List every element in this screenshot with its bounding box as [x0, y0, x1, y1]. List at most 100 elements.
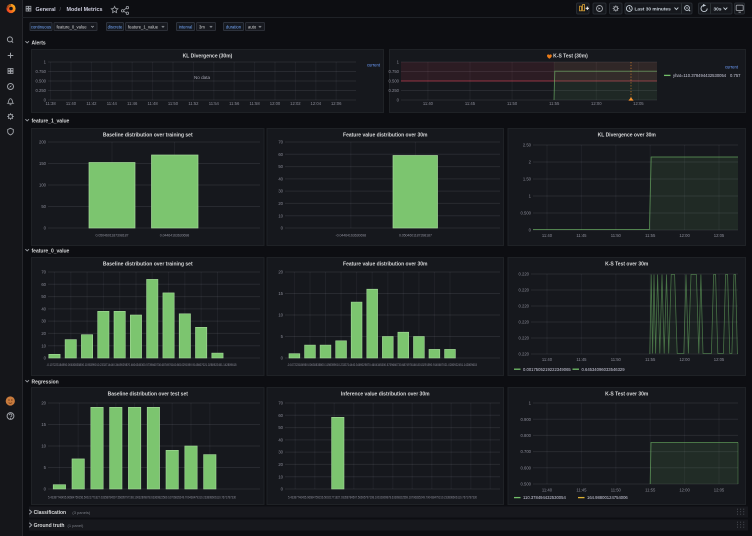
- svg-text:10: 10: [41, 343, 46, 348]
- svg-text:50: 50: [41, 294, 46, 299]
- svg-text:0: 0: [44, 98, 47, 103]
- svg-text:11:55: 11:55: [645, 233, 656, 238]
- svg-text:0.0504601187398187: 0.0504601187398187: [96, 234, 129, 238]
- svg-text:164.98800124754006: 164.98800124754006: [587, 495, 628, 500]
- svg-text:11:45: 11:45: [465, 101, 476, 106]
- svg-text:11:45: 11:45: [576, 357, 587, 362]
- svg-text:0.500: 0.500: [521, 211, 532, 216]
- svg-text:K-S Test (30m): K-S Test (30m): [553, 53, 588, 59]
- svg-text:60: 60: [41, 282, 46, 287]
- svg-text:20: 20: [41, 401, 46, 406]
- svg-text:0.600: 0.600: [521, 465, 532, 470]
- svg-text:Classification: Classification: [34, 510, 67, 516]
- svg-text:(1 panel): (1 panel): [68, 523, 84, 528]
- svg-text:20: 20: [41, 331, 46, 336]
- svg-text:5.43387746455.96684759156.5002: 5.43387746455.96684759156.50021771827.03…: [48, 495, 236, 499]
- svg-text:12:05: 12:05: [633, 101, 644, 106]
- svg-text:1: 1: [529, 194, 532, 199]
- svg-text:continuous: continuous: [31, 24, 51, 29]
- svg-text:Feature value distribution ove: Feature value distribution over 30m: [343, 132, 428, 138]
- svg-text:11:56: 11:56: [229, 101, 240, 106]
- svg-text:3m: 3m: [199, 24, 205, 29]
- svg-text:30: 30: [278, 450, 283, 455]
- svg-text:11:40: 11:40: [542, 357, 553, 362]
- svg-text:100: 100: [39, 183, 47, 188]
- svg-text:11:55: 11:55: [549, 101, 560, 106]
- svg-text:0.220: 0.220: [519, 336, 530, 341]
- svg-text:0: 0: [529, 228, 532, 233]
- svg-text:No data: No data: [194, 75, 211, 80]
- svg-text:12:00: 12:00: [270, 101, 281, 106]
- svg-text:11:45: 11:45: [576, 488, 587, 493]
- svg-text:70: 70: [41, 270, 46, 275]
- svg-text:10: 10: [278, 474, 283, 479]
- svg-text:current: current: [725, 65, 739, 70]
- svg-text:50: 50: [41, 204, 46, 209]
- svg-text:feature_0_value: feature_0_value: [57, 24, 88, 29]
- svg-text:duration: duration: [226, 24, 242, 29]
- svg-text:11:38: 11:38: [46, 101, 57, 106]
- svg-text:40: 40: [41, 307, 46, 312]
- svg-text:yhat=110.378494432530054: yhat=110.378494432530054: [673, 73, 727, 78]
- svg-text:150: 150: [39, 161, 47, 166]
- svg-text:70: 70: [278, 401, 283, 406]
- svg-text:0.64534096033546329: 0.64534096033546329: [582, 367, 626, 372]
- svg-text:-0.107223184950.00630835800.11: -0.107223184950.00630835800.1198399010.2…: [47, 363, 237, 367]
- svg-text:11:42: 11:42: [86, 101, 97, 106]
- svg-text:0.757: 0.757: [730, 73, 741, 78]
- svg-text:feature_1_value: feature_1_value: [32, 119, 70, 125]
- svg-text:0: 0: [397, 98, 400, 103]
- svg-text:1.50: 1.50: [523, 177, 532, 182]
- svg-text:12:00: 12:00: [679, 357, 690, 362]
- svg-text:10: 10: [278, 213, 283, 218]
- svg-text:110.378494432530054: 110.378494432530054: [523, 495, 566, 500]
- svg-text:5: 5: [281, 334, 284, 339]
- svg-text:0.700: 0.700: [521, 449, 532, 454]
- svg-text:Model Metrics: Model Metrics: [67, 7, 103, 13]
- svg-text:200: 200: [39, 140, 47, 145]
- svg-text:11:50: 11:50: [611, 233, 622, 238]
- svg-text:12:00: 12:00: [591, 101, 602, 106]
- svg-text:12:04: 12:04: [311, 101, 322, 106]
- svg-text:50: 50: [278, 164, 283, 169]
- svg-text:0.04464163630698: 0.04464163630698: [160, 234, 189, 238]
- svg-text:2: 2: [529, 160, 532, 165]
- svg-text:11:55: 11:55: [645, 488, 656, 493]
- svg-text:5: 5: [44, 465, 47, 470]
- svg-text:11:48: 11:48: [148, 101, 159, 106]
- svg-text:-0.107223184950.00630835800.11: -0.107223184950.00630835800.1198399010.2…: [287, 363, 477, 367]
- svg-text:auto: auto: [248, 24, 257, 29]
- svg-text:60: 60: [278, 152, 283, 157]
- svg-text:50: 50: [278, 425, 283, 430]
- svg-text:11:52: 11:52: [188, 101, 199, 106]
- svg-text:11:50: 11:50: [507, 101, 518, 106]
- svg-text:feature_1_value: feature_1_value: [128, 24, 159, 29]
- svg-text:20: 20: [278, 462, 283, 467]
- svg-text:12:02: 12:02: [290, 101, 301, 106]
- svg-text:discrete: discrete: [108, 24, 123, 29]
- svg-text:12:05: 12:05: [714, 233, 725, 238]
- svg-text:0.220: 0.220: [519, 288, 530, 293]
- svg-text:11:50: 11:50: [611, 488, 622, 493]
- svg-text:0.500: 0.500: [389, 79, 400, 84]
- svg-text:0: 0: [281, 356, 284, 361]
- svg-text:-0.04464163630698: -0.04464163630698: [336, 234, 367, 238]
- svg-text:0.220: 0.220: [519, 320, 530, 325]
- svg-text:40: 40: [278, 438, 283, 443]
- svg-text:/: /: [60, 7, 62, 13]
- svg-text:11:46: 11:46: [127, 101, 138, 106]
- svg-text:11:55: 11:55: [645, 357, 656, 362]
- svg-text:20: 20: [278, 201, 283, 206]
- svg-text:11:50: 11:50: [611, 357, 622, 362]
- svg-text:15: 15: [278, 291, 283, 296]
- svg-text:0.0504601187398187: 0.0504601187398187: [399, 234, 432, 238]
- svg-text:0.250: 0.250: [36, 88, 47, 93]
- svg-text:Feature value distribution ove: Feature value distribution over 30m: [343, 261, 428, 267]
- svg-text:Ground truth: Ground truth: [34, 523, 65, 529]
- svg-text:1: 1: [397, 60, 400, 65]
- svg-text:0.220: 0.220: [519, 352, 530, 357]
- svg-text:1: 1: [529, 401, 532, 406]
- svg-text:0: 0: [44, 226, 47, 231]
- svg-text:0: 0: [44, 356, 47, 361]
- svg-text:0: 0: [44, 487, 47, 492]
